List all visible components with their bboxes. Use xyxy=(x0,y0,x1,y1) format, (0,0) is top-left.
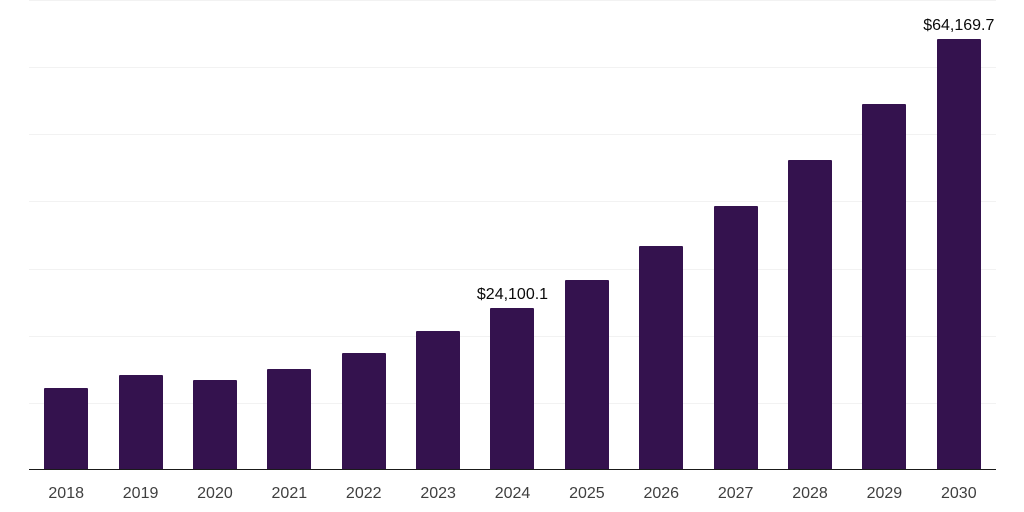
gridline xyxy=(29,0,996,1)
bar-column-2019 xyxy=(103,0,177,470)
gridline xyxy=(29,134,996,136)
bar-2024 xyxy=(490,308,535,470)
data-label-2024: $24,100.1 xyxy=(476,286,549,304)
x-tick-label-2020: 2020 xyxy=(197,485,233,502)
bar-column-2022 xyxy=(327,0,401,470)
bar-2029 xyxy=(862,104,907,470)
gridline xyxy=(29,201,996,203)
bar-2018 xyxy=(44,388,89,470)
bar-column-2029 xyxy=(847,0,921,470)
bar-2027 xyxy=(713,206,758,470)
bar-2025 xyxy=(564,280,609,470)
x-tick-label-2021: 2021 xyxy=(271,485,308,502)
x-tick-label-2026: 2026 xyxy=(643,485,680,502)
bar-column-2027 xyxy=(698,0,772,470)
x-tick-label-2018: 2018 xyxy=(48,485,84,502)
x-tick-label-2028: 2028 xyxy=(792,485,828,502)
bar-column-2025 xyxy=(550,0,624,470)
bar-2020 xyxy=(192,380,237,470)
bar-column-2018 xyxy=(29,0,103,470)
x-axis-line xyxy=(29,469,996,470)
gridline xyxy=(29,268,996,270)
x-tick-label-2023: 2023 xyxy=(420,485,456,502)
bar-2028 xyxy=(788,160,833,470)
bar-column-2026 xyxy=(624,0,698,470)
bar-column-2020 xyxy=(178,0,252,470)
bar-2022 xyxy=(341,352,386,470)
x-tick-label-2030: 2030 xyxy=(941,485,977,502)
x-tick-label-2025: 2025 xyxy=(569,485,605,502)
bar-column-2023 xyxy=(401,0,475,470)
bar-2021 xyxy=(267,369,312,470)
x-tick-label-2024: 2024 xyxy=(494,485,531,502)
bar-2023 xyxy=(416,331,461,470)
bar-2030 xyxy=(936,39,981,470)
gridline xyxy=(29,67,996,69)
x-tick-label-2029: 2029 xyxy=(866,485,903,502)
x-tick-label-2027: 2027 xyxy=(717,485,754,502)
bar-2026 xyxy=(639,246,684,470)
x-tick-label-2022: 2022 xyxy=(345,485,382,502)
data-label-2030: $64,169.7 xyxy=(923,17,995,35)
plot-area: $24,100.1 $64,169.7 xyxy=(29,0,996,470)
bar-column-2021 xyxy=(252,0,326,470)
x-axis-labels: 2018 2019 2020 2021 2022 2023 2024 2025 2026 2027… xyxy=(29,471,996,512)
bar-column-2030: $64,169.7 xyxy=(922,0,996,470)
bar-2019 xyxy=(118,375,163,470)
x-tick-label-2019: 2019 xyxy=(122,485,159,502)
bar-column-2024: $24,100.1 xyxy=(475,0,549,470)
bar-column-2028 xyxy=(773,0,847,470)
